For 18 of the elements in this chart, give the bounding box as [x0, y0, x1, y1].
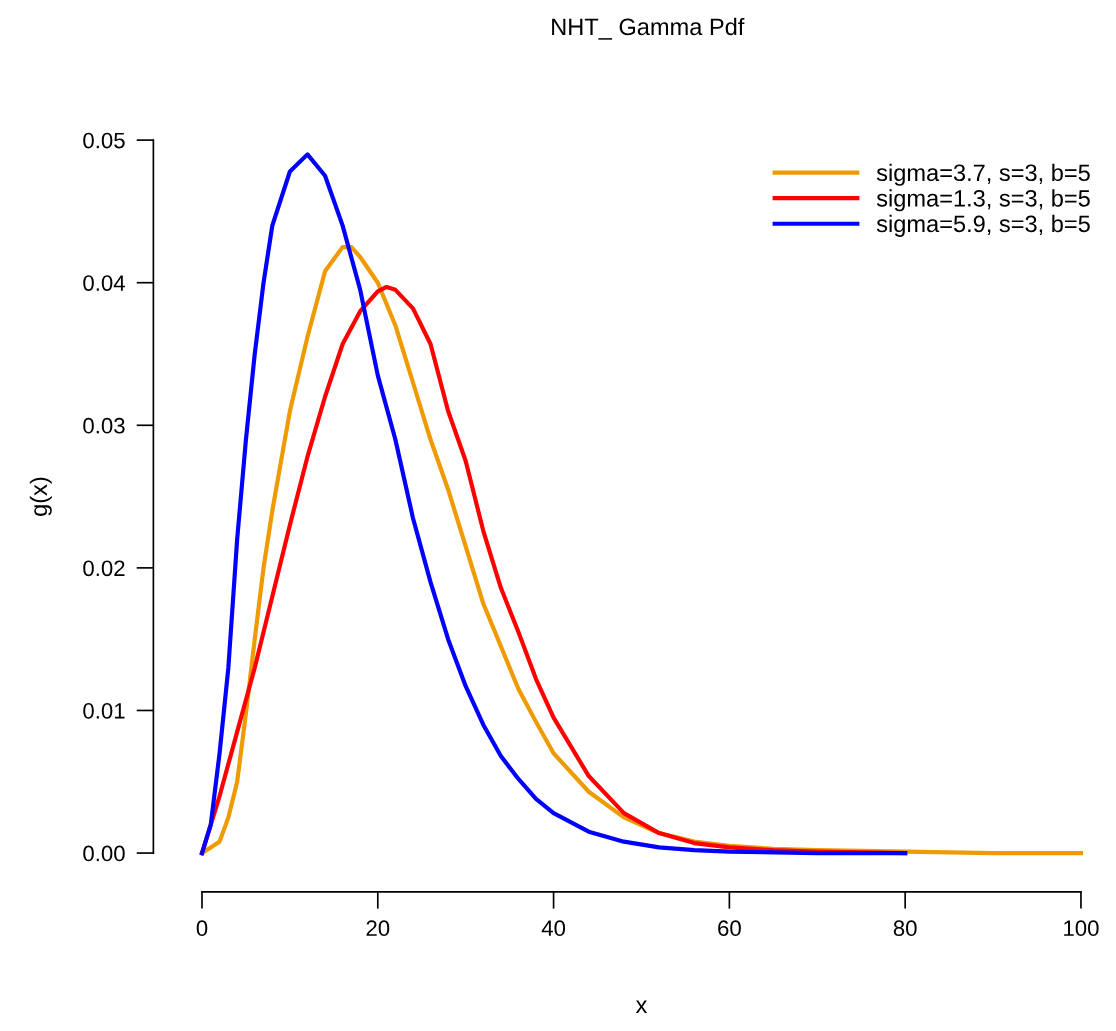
y-tick-label: 0.04 [83, 275, 125, 291]
y-tick-label: 0.05 [83, 132, 125, 149]
y-tick-label: 0.01 [83, 703, 125, 719]
legend-label: sigma=5.9, s=3, b=5 [876, 214, 1090, 237]
y-axis-title: g(x) [29, 477, 52, 516]
x-tick-label: 100 [1064, 920, 1099, 937]
legend-label: sigma=3.7, s=3, b=5 [876, 163, 1090, 186]
x-tick-label: 80 [893, 920, 917, 937]
y-tick-label: 0.03 [83, 417, 125, 434]
chart-title: NHT_ Gamma Pdf [552, 17, 745, 40]
y-tick-label: 0.02 [83, 560, 125, 577]
x-tick-label: 20 [366, 920, 390, 937]
x-tick-label: 60 [718, 920, 741, 937]
x-tick-label: 0 [196, 920, 208, 937]
x-tick-label: 40 [541, 920, 566, 937]
legend-label: sigma=1.3, s=3, b=5 [876, 189, 1090, 212]
x-axis-title: x [635, 1000, 648, 1014]
y-tick-label: 0.00 [83, 845, 125, 862]
